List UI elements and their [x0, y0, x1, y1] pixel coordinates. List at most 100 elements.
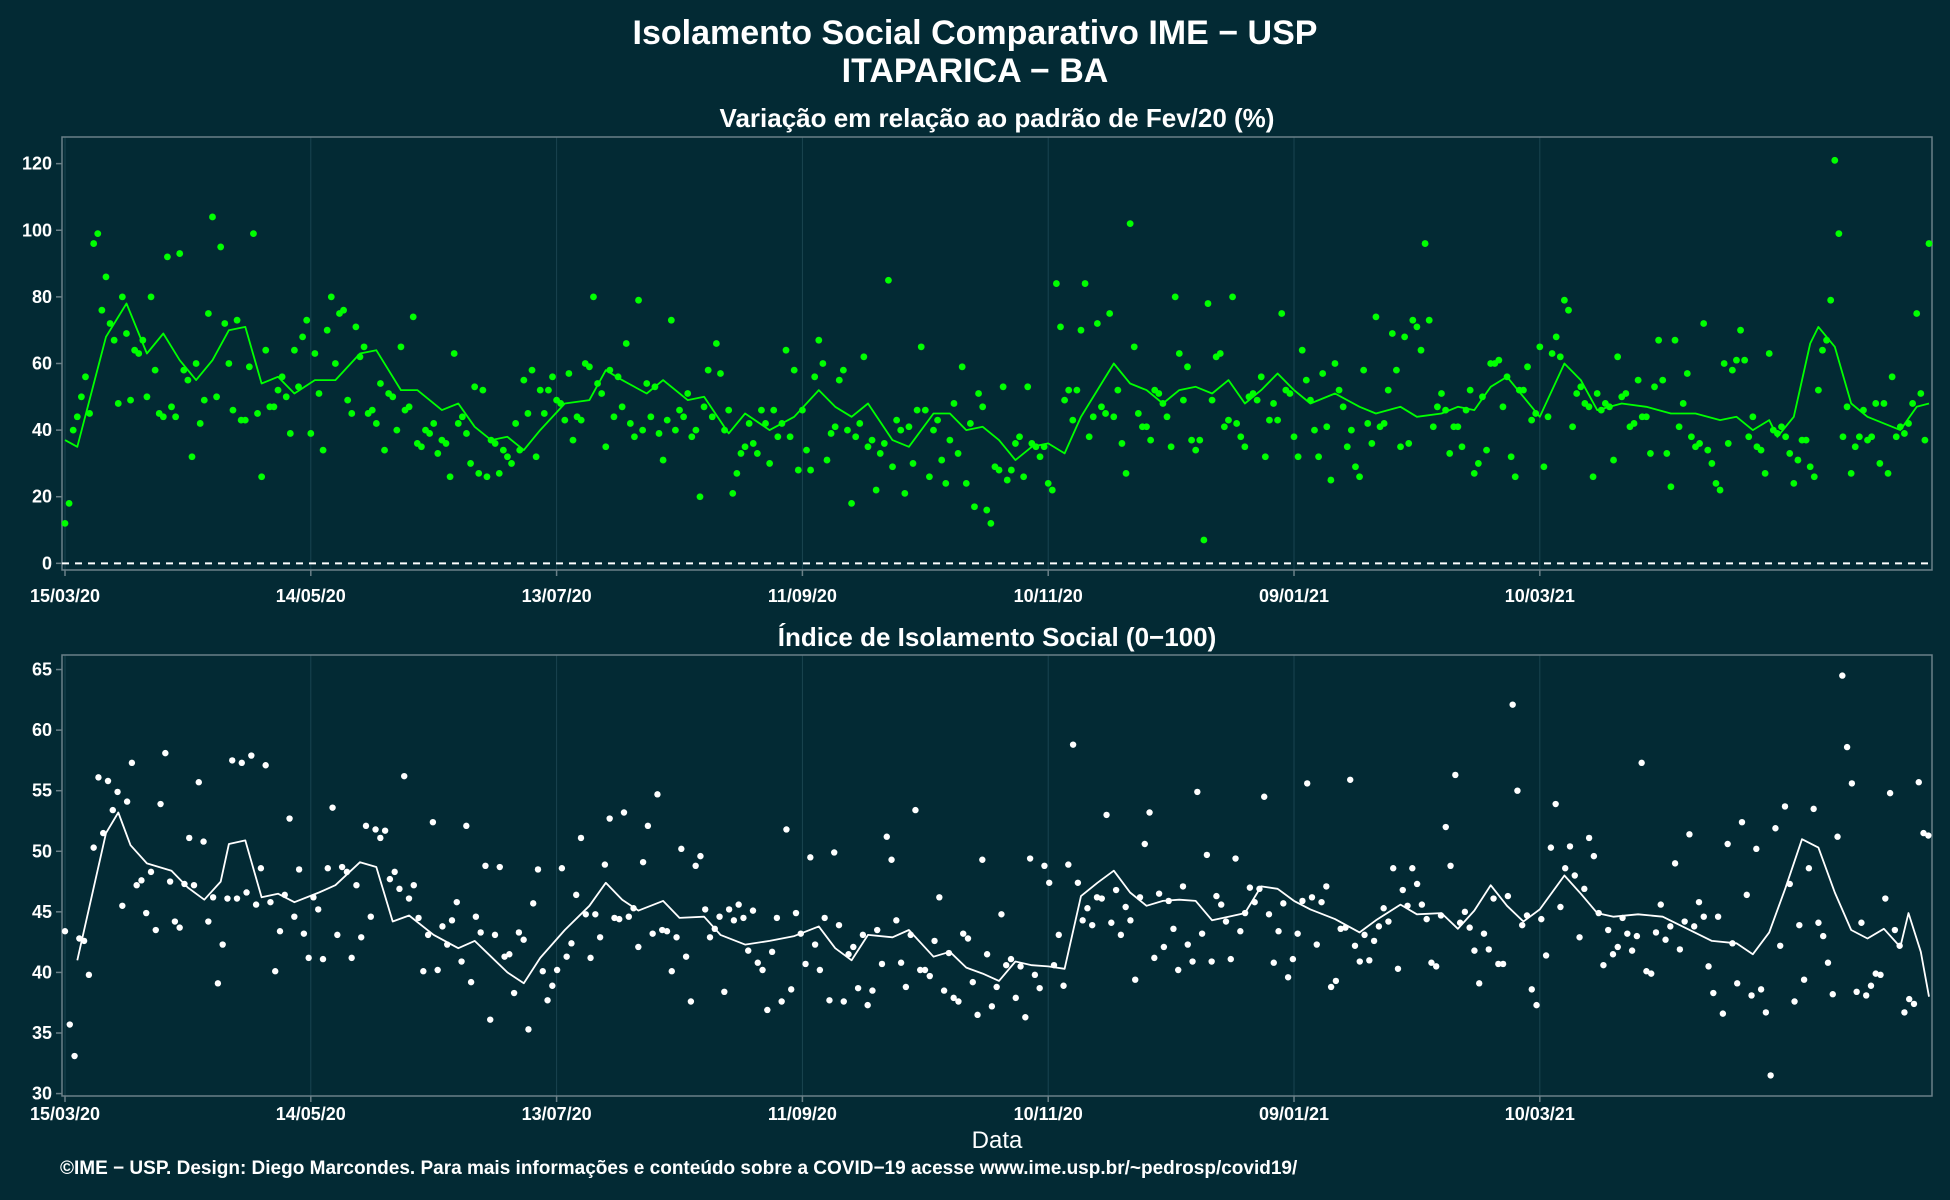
data-point: [1007, 466, 1015, 474]
x-tick-label: 15/03/20: [30, 1104, 100, 1124]
data-point: [678, 845, 685, 853]
data-point: [1843, 743, 1851, 751]
data-point: [372, 826, 379, 833]
data-point: [878, 960, 886, 968]
data-point: [1624, 930, 1631, 937]
data-point: [1175, 966, 1182, 974]
data-point: [138, 877, 145, 884]
data-point: [1016, 433, 1023, 441]
data-point: [856, 420, 864, 427]
data-point: [1266, 416, 1273, 424]
data-point: [434, 966, 441, 974]
panel-variation: Variação em relação ao padrão de Fev/20 …: [22, 103, 1933, 606]
data-point: [528, 366, 536, 374]
data-point: [1714, 913, 1722, 920]
data-point: [1547, 844, 1555, 851]
data-point: [1556, 353, 1564, 361]
data-point: [133, 881, 140, 889]
data-point: [319, 955, 327, 963]
data-point: [1452, 771, 1459, 779]
data-point: [999, 383, 1007, 391]
data-point: [1446, 450, 1454, 457]
x-tick-label: 14/05/20: [276, 1104, 346, 1124]
data-point: [1480, 930, 1488, 937]
data-point: [1017, 963, 1024, 970]
data-point: [1225, 416, 1232, 424]
data-point: [569, 436, 577, 444]
data-point: [1507, 453, 1515, 461]
data-point: [147, 868, 155, 876]
data-point: [135, 350, 143, 357]
data-point: [778, 998, 785, 1005]
data-point: [1610, 456, 1617, 464]
data-point: [491, 931, 499, 939]
data-point: [1315, 453, 1322, 461]
data-point: [544, 997, 551, 1004]
data-point: [792, 909, 800, 917]
data-point: [164, 253, 171, 261]
data-point: [270, 403, 278, 411]
data-point: [1347, 776, 1354, 783]
data-point: [1921, 436, 1929, 444]
data-point: [1753, 845, 1760, 853]
data-point: [1593, 390, 1601, 397]
data-point: [1286, 390, 1294, 397]
data-point: [1724, 840, 1731, 848]
data-point: [708, 413, 716, 421]
data-point: [525, 1026, 532, 1033]
data-point: [471, 383, 479, 391]
data-point: [1815, 919, 1822, 926]
data-point: [839, 366, 847, 374]
data-point: [1318, 898, 1325, 906]
data-point: [582, 911, 589, 918]
data-point: [448, 917, 456, 924]
data-point: [1520, 386, 1527, 394]
data-point: [1208, 958, 1215, 965]
data-point: [192, 360, 200, 367]
data-point: [1289, 955, 1297, 963]
data-point: [1662, 936, 1669, 943]
data-point: [1275, 928, 1282, 935]
x-tick-label: 09/01/21: [1259, 1104, 1329, 1124]
data-point: [1843, 403, 1851, 411]
data-point: [1216, 350, 1224, 357]
data-point: [233, 895, 241, 902]
figure-subtitle: ITAPARICA − BA: [841, 52, 1109, 90]
data-point: [1643, 968, 1650, 975]
data-point: [1233, 420, 1241, 427]
data-point: [721, 988, 728, 996]
data-point: [631, 433, 638, 441]
data-point: [1700, 913, 1707, 920]
data-point: [668, 968, 675, 975]
data-point: [872, 486, 880, 494]
y-tick-label: 20: [32, 487, 52, 507]
data-point: [663, 928, 671, 935]
data-point: [921, 966, 929, 974]
data-point: [1509, 701, 1516, 708]
data-point: [1728, 366, 1736, 374]
data-point: [291, 913, 298, 920]
data-point: [162, 749, 169, 757]
data-point: [1337, 925, 1344, 933]
data-point: [659, 926, 666, 934]
data-point: [61, 928, 69, 935]
data-point: [1180, 396, 1187, 404]
data-point: [415, 914, 422, 922]
data-point: [1519, 921, 1526, 929]
data-point: [254, 410, 261, 417]
data-point: [549, 982, 556, 989]
data-point: [1686, 831, 1693, 838]
data-point: [807, 466, 814, 474]
data-point: [1196, 436, 1204, 444]
data-point: [1098, 895, 1105, 902]
data-point: [204, 310, 212, 317]
data-point: [655, 430, 663, 437]
data-point: [196, 420, 204, 427]
data-point: [946, 436, 954, 444]
data-point: [983, 951, 991, 958]
data-point: [61, 519, 69, 527]
data-point: [897, 426, 905, 434]
data-point: [94, 230, 102, 237]
x-axis-label: Data: [972, 1127, 1023, 1154]
data-point: [1409, 316, 1417, 324]
